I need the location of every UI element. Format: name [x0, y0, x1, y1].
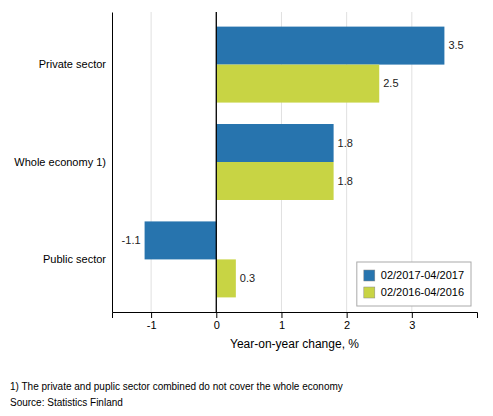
tick-label: 1	[279, 319, 285, 331]
bar	[216, 27, 444, 65]
tick: 3	[409, 312, 415, 331]
tick: 0	[214, 312, 220, 331]
tick-label: 3	[409, 319, 415, 331]
legend-label: 02/2016-04/2016	[381, 286, 464, 298]
data-label: 1.8	[338, 175, 353, 187]
data-label: -1.1	[122, 234, 141, 246]
tick-label: Public sector	[43, 253, 106, 265]
data-label: 3.5	[448, 39, 463, 51]
chart: -1.1 1.8 3.5 0.3 1.8 2.5 -1 0 1 2 3 Public sector Wh…	[0, 0, 493, 416]
tick-mark	[151, 312, 152, 318]
plot: -1.1 1.8 3.5 0.3 1.8 2.5 -1 0 1 2 3 Public sector Wh…	[14, 12, 477, 351]
legend-item: 02/2017-04/2017	[364, 269, 464, 281]
tick-label: Private sector	[39, 58, 107, 70]
tick: Whole economy 1)	[14, 156, 112, 168]
tick-label: Whole economy 1)	[14, 156, 106, 168]
tick-mark	[281, 312, 282, 318]
x-axis: -1 0 1 2 3	[113, 312, 478, 331]
legend-item: 02/2016-04/2016	[364, 286, 464, 298]
tick: -1	[147, 312, 157, 331]
tick: 2	[344, 312, 350, 331]
grid-line	[151, 12, 152, 312]
chart-container: -1.1 1.8 3.5 0.3 1.8 2.5 -1 0 1 2 3 Public sector Wh…	[0, 0, 493, 416]
axis-line	[112, 13, 113, 313]
tick-mark	[347, 312, 348, 318]
bar	[216, 124, 333, 162]
data-label: 0.3	[240, 272, 255, 284]
x-axis-title: Year-on-year change, %	[230, 337, 359, 351]
axis-line	[113, 313, 478, 319]
tick-label: 2	[344, 319, 350, 331]
legend-swatch	[364, 287, 375, 298]
footnote: 1) The private and puplic sector combine…	[10, 381, 343, 392]
tick: Private sector	[39, 58, 112, 70]
data-labels: -1.1 1.8 3.5 0.3 1.8 2.5	[122, 39, 464, 284]
tick-mark	[412, 312, 413, 318]
data-label: 1.8	[338, 137, 353, 149]
grid-line	[216, 12, 217, 312]
legend-swatch	[364, 270, 375, 281]
legend-label: 02/2017-04/2017	[381, 269, 464, 281]
bar	[145, 221, 217, 259]
tick-label: -1	[147, 319, 157, 331]
tick: 1	[279, 312, 285, 331]
zero-line	[216, 12, 217, 312]
tick-mark	[216, 312, 217, 318]
footnote: Source: Statistics Finland	[10, 397, 123, 408]
tick: Public sector	[43, 253, 112, 265]
bar	[216, 259, 236, 297]
legend-frame	[357, 262, 471, 306]
bars	[145, 27, 445, 298]
y-axis: Public sector Whole economy 1) Private sec…	[14, 13, 112, 313]
data-label: 2.5	[383, 77, 398, 89]
bar	[216, 65, 379, 103]
legend: 02/2017-04/2017 02/2016-04/2016	[357, 262, 471, 306]
bar	[216, 162, 333, 200]
tick-label: 0	[214, 319, 220, 331]
